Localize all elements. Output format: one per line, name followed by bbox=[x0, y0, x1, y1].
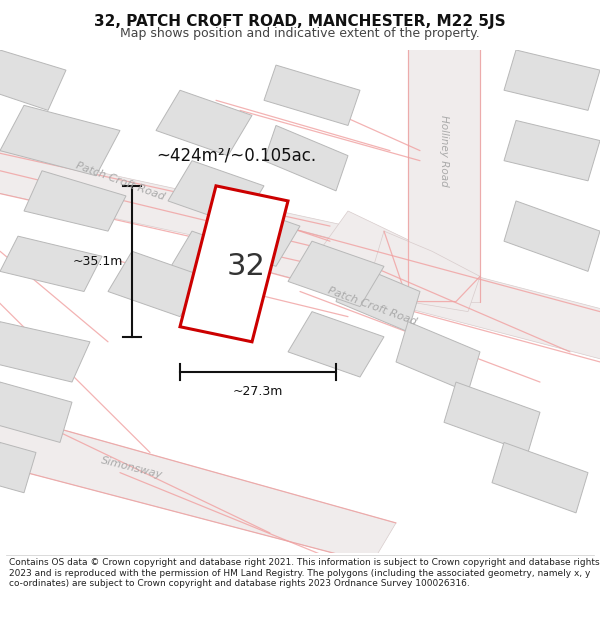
Text: ~27.3m: ~27.3m bbox=[233, 384, 283, 398]
Polygon shape bbox=[108, 251, 204, 317]
Polygon shape bbox=[24, 171, 126, 231]
Polygon shape bbox=[288, 241, 384, 307]
Polygon shape bbox=[312, 211, 432, 291]
Polygon shape bbox=[336, 261, 420, 332]
Text: Simonsway: Simonsway bbox=[100, 455, 164, 480]
Polygon shape bbox=[264, 126, 348, 191]
Text: ~424m²/~0.105ac.: ~424m²/~0.105ac. bbox=[156, 147, 316, 164]
Polygon shape bbox=[0, 442, 36, 493]
Polygon shape bbox=[504, 121, 600, 181]
Polygon shape bbox=[372, 231, 480, 312]
Polygon shape bbox=[228, 221, 600, 362]
Text: 32, PATCH CROFT ROAD, MANCHESTER, M22 5JS: 32, PATCH CROFT ROAD, MANCHESTER, M22 5J… bbox=[94, 14, 506, 29]
Polygon shape bbox=[0, 382, 72, 442]
Text: 32: 32 bbox=[227, 252, 265, 281]
Text: Patch Croft Road: Patch Croft Road bbox=[326, 286, 418, 328]
Polygon shape bbox=[168, 161, 264, 226]
Polygon shape bbox=[264, 65, 360, 126]
Polygon shape bbox=[204, 201, 300, 266]
Polygon shape bbox=[0, 236, 102, 291]
Polygon shape bbox=[168, 231, 264, 296]
Polygon shape bbox=[396, 322, 480, 392]
Polygon shape bbox=[444, 382, 540, 452]
Polygon shape bbox=[492, 442, 588, 513]
Polygon shape bbox=[0, 322, 90, 382]
Text: ~35.1m: ~35.1m bbox=[73, 255, 123, 268]
Polygon shape bbox=[0, 50, 66, 111]
Polygon shape bbox=[180, 186, 288, 342]
Text: Contains OS data © Crown copyright and database right 2021. This information is : Contains OS data © Crown copyright and d… bbox=[9, 558, 599, 588]
Polygon shape bbox=[0, 412, 396, 563]
Text: Map shows position and indicative extent of the property.: Map shows position and indicative extent… bbox=[120, 27, 480, 40]
Polygon shape bbox=[408, 40, 480, 301]
Polygon shape bbox=[288, 312, 384, 377]
Polygon shape bbox=[504, 50, 600, 111]
Polygon shape bbox=[156, 90, 252, 156]
Polygon shape bbox=[504, 201, 600, 271]
Text: Holliney Road: Holliney Road bbox=[439, 115, 449, 186]
Text: Patch Croft Road: Patch Croft Road bbox=[74, 160, 166, 202]
Polygon shape bbox=[0, 106, 120, 176]
Polygon shape bbox=[0, 151, 348, 261]
